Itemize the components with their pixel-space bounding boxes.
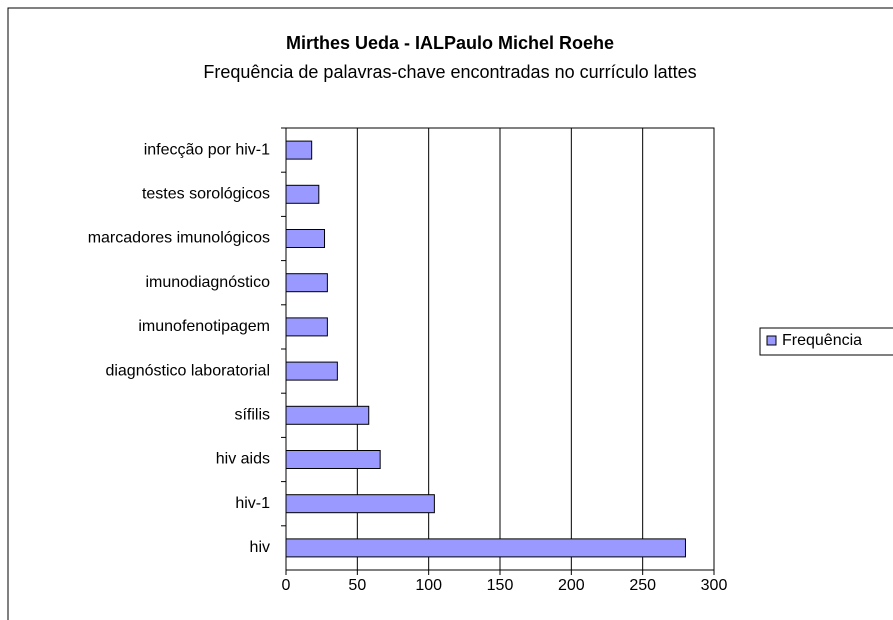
- bar: [285, 494, 435, 514]
- x-tick-label: 100: [415, 577, 442, 594]
- bar: [285, 184, 320, 204]
- bar: [285, 538, 686, 558]
- x-tick-label: 50: [348, 577, 366, 594]
- y-tick-label: hiv aids: [216, 451, 270, 468]
- x-tick-label: 200: [558, 577, 585, 594]
- y-tick-label: sífilis: [234, 407, 270, 424]
- y-tick-label: imunodiagnóstico: [145, 274, 270, 291]
- legend-label: Frequência: [782, 332, 862, 349]
- y-tick-label: testes sorológicos: [142, 186, 270, 203]
- y-tick-label: infecção por hiv-1: [144, 141, 270, 158]
- y-tick-label: hiv-1: [235, 495, 270, 512]
- bar: [285, 317, 328, 337]
- bar: [285, 140, 313, 160]
- chart-subtitle: Frequência de palavras-chave encontradas…: [203, 62, 696, 82]
- bar: [285, 450, 381, 469]
- bar: [285, 361, 338, 381]
- legend-box: [759, 327, 893, 356]
- y-tick-label: hiv: [250, 539, 270, 556]
- x-tick-label: 250: [629, 577, 656, 594]
- bar: [285, 229, 326, 248]
- y-tick-label: imunofenotipagem: [138, 318, 270, 335]
- x-tick-label: 0: [282, 577, 291, 594]
- legend-swatch: [766, 335, 777, 346]
- bar: [285, 273, 328, 293]
- chart-title: Mirthes Ueda - IALPaulo Michel Roehe: [286, 33, 614, 53]
- y-tick-label: diagnóstico laboratorial: [105, 362, 270, 379]
- x-tick-label: 150: [487, 577, 514, 594]
- y-tick-label: marcadores imunológicos: [88, 230, 270, 247]
- x-tick-label: 300: [701, 577, 728, 594]
- bar: [285, 405, 370, 425]
